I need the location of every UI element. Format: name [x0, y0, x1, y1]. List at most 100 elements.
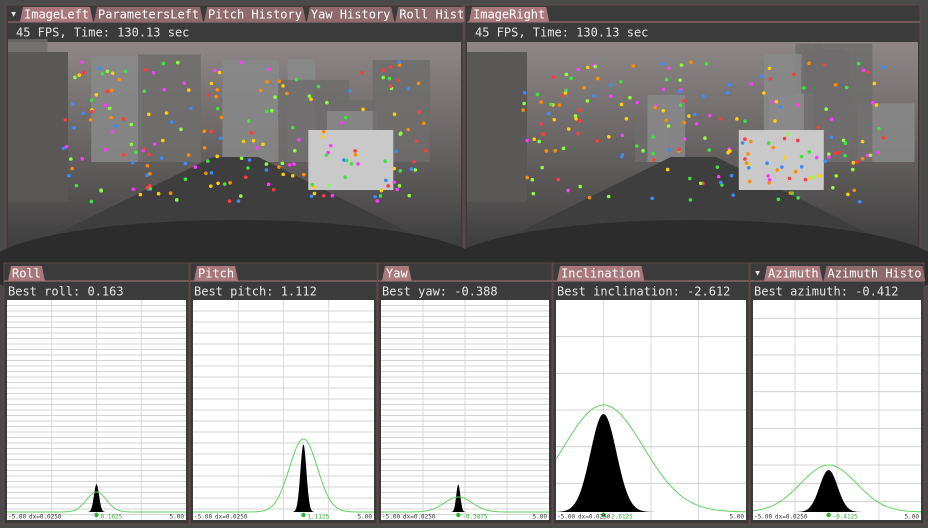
feature-point: [168, 191, 173, 196]
feature-point: [807, 150, 812, 154]
feature-point: [876, 150, 880, 155]
feature-point: [631, 64, 636, 68]
feature-point: [688, 198, 693, 202]
feature-point: [307, 94, 312, 98]
axis-min: -5.00: [194, 514, 212, 521]
feature-point: [816, 125, 821, 130]
feature-point: [381, 68, 386, 73]
feature-point: [113, 124, 118, 128]
feature-point: [255, 146, 259, 150]
feature-point: [239, 156, 244, 161]
feature-point: [641, 148, 645, 153]
feature-point: [851, 160, 856, 165]
tab[interactable]: [20, 7, 93, 22]
feature-point: [280, 161, 285, 166]
feature-point: [392, 166, 397, 171]
feature-point: [215, 88, 220, 92]
feature-point: [61, 146, 66, 151]
truck: [308, 130, 394, 190]
feature-point: [661, 61, 666, 66]
feature-point: [107, 106, 112, 111]
axis-max: 5.00: [905, 514, 920, 521]
feature-point: [557, 103, 562, 107]
feature-point: [792, 72, 796, 77]
tab[interactable]: [395, 7, 476, 22]
feature-point: [110, 129, 115, 134]
feature-point: [320, 135, 325, 139]
tab[interactable]: [382, 266, 412, 281]
feature-point: [387, 76, 392, 81]
feature-point: [183, 161, 188, 166]
feature-point: [850, 167, 855, 172]
feature-point: [208, 184, 213, 188]
feature-point: [413, 168, 418, 172]
feature-point: [330, 193, 335, 198]
feature-point: [693, 112, 697, 117]
gaussian-fit: [752, 464, 922, 513]
axis-dx: dx=0.0250: [775, 514, 808, 521]
feature-point: [740, 141, 745, 145]
feature-point: [707, 148, 711, 152]
tab[interactable]: [823, 266, 926, 281]
feature-point: [349, 161, 354, 166]
feature-point: [576, 131, 580, 136]
tab[interactable]: [306, 7, 395, 22]
feature-point: [321, 129, 326, 134]
feature-point: [241, 139, 246, 144]
feature-point: [666, 124, 671, 128]
feature-point: [202, 146, 207, 150]
axis-min: -5.00: [754, 514, 772, 521]
tab-label: Roll Histo: [399, 8, 471, 22]
feature-point: [606, 194, 611, 199]
feature-point: [175, 60, 180, 65]
tab[interactable]: [764, 266, 823, 281]
feature-point: [80, 156, 85, 161]
feature-point: [872, 81, 877, 86]
feature-point: [228, 181, 232, 185]
feature-point: [360, 71, 364, 75]
feature-point: [827, 155, 831, 159]
feature-point: [246, 166, 250, 170]
feature-point: [310, 183, 315, 187]
feature-point: [424, 148, 428, 153]
tab[interactable]: [204, 7, 306, 22]
peak-label: -0.4125: [833, 514, 859, 521]
feature-point: [525, 138, 530, 143]
tab[interactable]: [194, 266, 239, 281]
feature-point: [768, 77, 773, 81]
feature-point: [378, 194, 383, 198]
axis-dx: dx=0.0250: [215, 514, 248, 521]
feature-point: [421, 121, 426, 126]
feature-point: [563, 91, 568, 95]
tab[interactable]: [469, 7, 550, 22]
feature-point: [88, 118, 93, 122]
feature-point: [765, 161, 769, 165]
tab[interactable]: [93, 7, 204, 22]
axis-max: 5.00: [730, 514, 745, 521]
feature-point: [251, 138, 256, 143]
feature-point: [238, 194, 243, 198]
feature-point: [161, 61, 166, 66]
feature-point: [689, 60, 693, 64]
feature-point: [81, 70, 86, 75]
feature-point: [103, 147, 108, 152]
feature-point: [856, 61, 861, 66]
histogram-plot: -5.00 dx=0.0250 5.00 -2.6125: [555, 300, 747, 521]
peak-label: 1.1125: [307, 514, 329, 521]
feature-point: [553, 148, 557, 153]
feature-point: [549, 102, 553, 107]
tab[interactable]: [8, 266, 45, 281]
building: [467, 52, 527, 202]
feature-point: [309, 194, 314, 199]
feature-point: [70, 102, 75, 106]
feature-point: [619, 102, 624, 107]
feature-point: [344, 158, 349, 163]
feature-point: [652, 158, 656, 162]
feature-point: [522, 101, 526, 106]
feature-point: [379, 188, 384, 193]
feature-point: [121, 116, 126, 121]
tab[interactable]: [557, 266, 645, 281]
feature-point: [94, 92, 99, 97]
feature-point: [397, 184, 402, 188]
feature-point: [866, 70, 870, 74]
